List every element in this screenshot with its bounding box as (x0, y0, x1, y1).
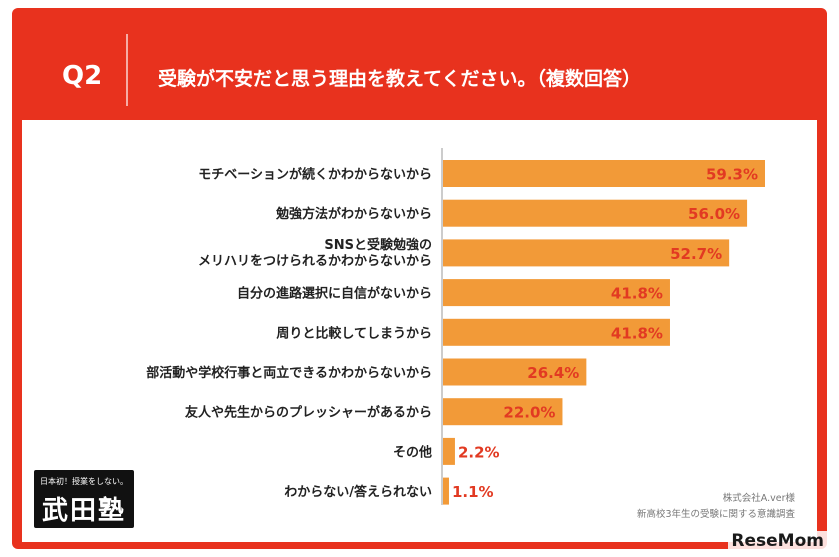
bar-1 (443, 199, 748, 227)
bar-4 (443, 318, 670, 346)
source-survey: 新高校3年生の受験に関する意識調査 (636, 509, 795, 520)
value-label-1: 56.0% (688, 205, 740, 223)
bar-chart: モチベーションが続くかわからないから 59.3% 勉強方法がわからないから 56.0%… (146, 148, 765, 505)
category-label-1: 勉強方法がわからないから (275, 206, 432, 222)
question-number: Q2 (62, 61, 103, 91)
category-label-5: 部活動や学校行事と両立できるかわからないから (146, 365, 432, 381)
category-label-8: わからない/答えられない (284, 484, 432, 500)
header: Q2 受験が不安だと思う理由を教えてください。（複数回答） (12, 8, 827, 120)
value-label-2: 52.7% (670, 245, 722, 263)
bar-5 (443, 358, 587, 386)
category-label-6: 友人や先生からのプレッシャーがあるから (185, 405, 432, 421)
chart-panel: モチベーションが続くかわからないから 59.3% 勉強方法がわからないから 56.0%… (22, 120, 817, 542)
category-label-4: 周りと比較してしまうから (276, 325, 432, 341)
bar-3 (443, 279, 670, 307)
category-label-0: モチベーションが続くかわからないから (198, 167, 432, 183)
watermark: ReseMom (728, 531, 827, 551)
page-title: 受験が不安だと思う理由を教えてください。（複数回答） (158, 68, 641, 90)
bar-0 (443, 160, 765, 187)
value-label-4: 41.8% (611, 324, 663, 342)
bar-2 (443, 239, 730, 267)
bar-8 (443, 477, 449, 505)
value-label-0: 59.3% (706, 166, 758, 184)
logo-name: 武田塾 (41, 496, 126, 526)
category-label-2-1: メリハリをつけられるかわからないから (198, 254, 432, 269)
bar-7 (443, 437, 455, 465)
logo-tagline: 日本初！授業をしない。 (40, 477, 128, 486)
value-label-6: 22.0% (503, 404, 555, 422)
header-divider (126, 34, 128, 106)
category-label-2-0: SNSと受験勉強の (324, 237, 432, 253)
value-label-7: 2.2% (458, 443, 500, 461)
value-label-3: 41.8% (611, 285, 663, 303)
value-label-5: 26.4% (527, 364, 579, 382)
bar-6 (443, 398, 563, 426)
source-company: 株式会社A.ver様 (722, 493, 795, 504)
value-label-8: 1.1% (452, 483, 494, 501)
logo: 日本初！授業をしない。 武田塾 (34, 470, 134, 528)
category-label-7: その他 (393, 444, 432, 460)
category-label-3: 自分の進路選択に自信がないから (237, 286, 432, 302)
